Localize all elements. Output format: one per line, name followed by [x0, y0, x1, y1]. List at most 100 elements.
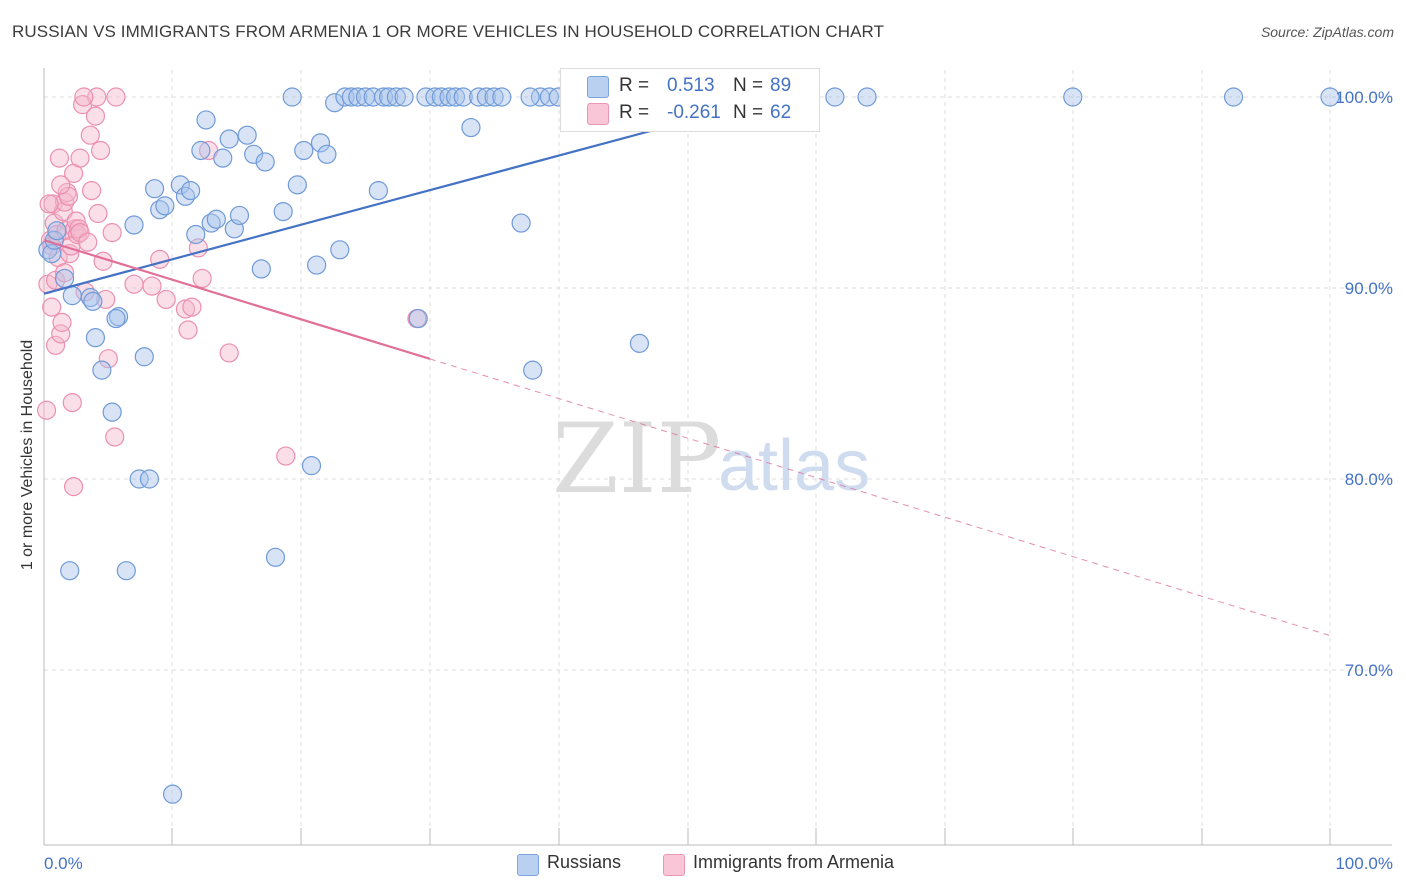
point-russians	[206, 209, 226, 229]
point-russians	[368, 180, 388, 201]
point-russians	[201, 213, 221, 233]
point-russians	[431, 87, 451, 107]
point-armenia	[52, 312, 72, 332]
legend-n-value: 62	[770, 102, 792, 123]
point-armenia	[74, 87, 94, 107]
point-russians	[386, 87, 406, 107]
point-armenia	[106, 87, 126, 107]
point-armenia	[142, 276, 162, 296]
point-russians	[92, 360, 112, 380]
point-russians	[175, 186, 196, 206]
point-russians	[83, 291, 103, 311]
point-russians	[307, 255, 327, 275]
legend-label-russians: Russians	[547, 852, 622, 872]
point-russians	[229, 205, 250, 226]
x-tick-label: 0.0%	[44, 854, 83, 873]
point-russians	[134, 347, 154, 367]
point-russians	[196, 110, 216, 130]
gridlines	[44, 70, 1392, 845]
chart-title: RUSSIAN VS IMMIGRANTS FROM ARMENIA 1 OR …	[12, 22, 885, 41]
point-armenia	[102, 223, 122, 243]
watermark-zip: ZIP	[552, 403, 721, 515]
legend-swatch-russians	[517, 854, 539, 876]
point-russians	[484, 87, 504, 107]
point-armenia	[78, 232, 98, 252]
point-russians	[251, 259, 271, 279]
legend-swatch-armenia	[663, 854, 685, 876]
source-label: Source: ZipAtlas.com	[1260, 24, 1394, 40]
point-russians	[445, 87, 466, 107]
tick-labels: 70.0% 80.0% 90.0% 100.0% 0.0% 100.0%	[44, 88, 1393, 873]
trend-lines	[43, 95, 1331, 637]
point-russians	[379, 87, 399, 107]
point-russians	[186, 224, 206, 245]
point-armenia	[276, 446, 296, 466]
point-russians	[273, 202, 293, 222]
legend-r-value: -0.261	[667, 102, 721, 123]
point-armenia	[70, 223, 90, 243]
stats-legend: R = 0.513 N = 89 R = -0.261 N = 62	[560, 68, 820, 132]
point-russians	[439, 87, 459, 107]
trend-line-armenia	[43, 239, 431, 360]
point-russians	[825, 87, 845, 107]
point-russians	[85, 328, 106, 348]
point-armenia	[88, 203, 108, 224]
point-russians	[163, 784, 183, 804]
series-armenia-points	[36, 87, 427, 497]
point-russians	[461, 117, 481, 138]
point-armenia	[54, 263, 75, 283]
point-russians	[425, 87, 445, 107]
point-russians	[492, 87, 512, 107]
point-russians	[219, 129, 239, 149]
point-russians	[255, 152, 275, 172]
series-legend: Russians Immigrants from Armenia	[0, 852, 1406, 878]
point-russians	[282, 87, 302, 107]
point-russians	[317, 144, 337, 164]
point-russians	[244, 144, 264, 164]
point-russians	[155, 196, 175, 216]
point-armenia	[51, 175, 71, 195]
point-russians	[523, 360, 543, 380]
point-armenia	[49, 148, 70, 168]
y-tick-label: 100.0%	[1335, 88, 1393, 107]
point-russians	[394, 87, 414, 107]
point-armenia	[62, 393, 82, 413]
point-armenia	[150, 249, 170, 269]
point-russians	[330, 240, 350, 260]
point-armenia	[39, 194, 59, 214]
point-russians	[129, 469, 149, 489]
legend-r-label: R =	[619, 75, 650, 96]
point-russians	[54, 268, 75, 289]
point-armenia	[124, 274, 144, 294]
point-russians	[469, 87, 489, 107]
point-russians	[144, 179, 165, 199]
point-russians	[520, 87, 540, 107]
y-tick-label: 90.0%	[1345, 279, 1393, 298]
point-russians	[62, 286, 82, 306]
point-russians	[325, 93, 345, 113]
point-armenia	[90, 140, 111, 161]
point-armenia	[36, 400, 57, 420]
point-russians	[287, 175, 307, 195]
point-armenia	[105, 427, 125, 447]
point-russians	[237, 125, 257, 145]
point-russians	[265, 547, 286, 567]
point-russians	[1223, 87, 1244, 107]
point-armenia	[45, 335, 66, 355]
legend-n-label: N =	[733, 75, 764, 96]
point-armenia	[219, 343, 239, 363]
point-russians	[116, 561, 136, 581]
point-armenia	[58, 186, 79, 206]
point-armenia	[85, 106, 106, 126]
point-russians	[191, 140, 211, 161]
point-russians	[310, 133, 331, 153]
point-russians	[213, 148, 233, 168]
point-armenia	[182, 297, 202, 317]
point-russians	[341, 87, 361, 107]
axes	[43, 68, 1392, 846]
point-russians	[363, 87, 383, 107]
point-armenia	[178, 320, 198, 340]
legend-label-armenia: Immigrants from Armenia	[693, 852, 895, 872]
point-armenia	[70, 148, 90, 168]
